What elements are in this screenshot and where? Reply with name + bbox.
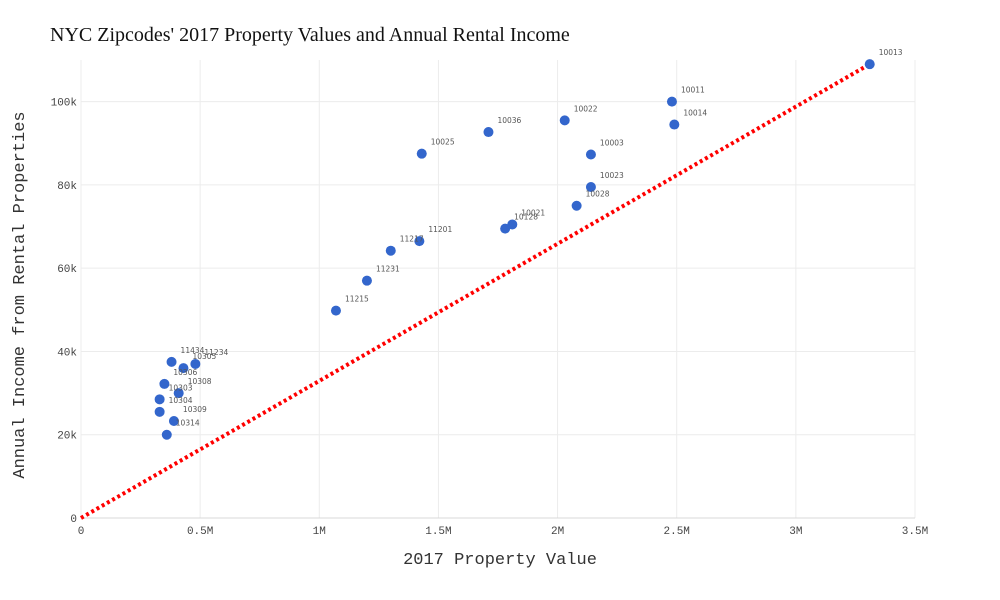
data-point-label: 10036 xyxy=(497,116,521,125)
y-axis-title: Annual Income from Rental Properties xyxy=(11,111,30,478)
data-point-label: 10314 xyxy=(176,419,200,428)
data-point xyxy=(330,305,341,316)
reference-line xyxy=(80,62,871,520)
data-point xyxy=(154,394,165,405)
data-point xyxy=(585,181,596,192)
data-point-label: 11201 xyxy=(428,225,452,234)
data-point-label: 10309 xyxy=(183,405,207,414)
data-point-label: 11215 xyxy=(345,295,369,304)
gridlines xyxy=(80,60,916,519)
y-tick-label: 80k xyxy=(57,181,77,193)
data-point-label: 10022 xyxy=(574,104,598,113)
data-point xyxy=(414,236,425,247)
data-point-label: 10304 xyxy=(169,396,193,405)
data-point xyxy=(669,119,680,130)
data-point xyxy=(178,363,189,374)
data-point-label: 10306 xyxy=(173,368,197,377)
point-labels: 10013 10011 10014 10022 10036 10025 10003 10023… xyxy=(169,48,903,428)
x-tick-label: 0.5M xyxy=(187,526,213,538)
data-point xyxy=(500,223,511,234)
x-tick-label: 2.5M xyxy=(664,526,690,538)
data-point xyxy=(571,200,582,211)
chart-title: NYC Zipcodes' 2017 Property Values and A… xyxy=(50,24,570,46)
data-point-label: 10014 xyxy=(683,109,707,118)
data-point-label: 10303 xyxy=(169,383,193,392)
data-point xyxy=(385,245,396,256)
x-tick-label: 3.5M xyxy=(902,526,928,538)
x-tick-label: 3M xyxy=(789,526,802,538)
data-point-label: 10305 xyxy=(192,352,216,361)
x-tick-label: 1.5M xyxy=(425,526,451,538)
data-point xyxy=(585,149,596,160)
data-point xyxy=(190,358,201,369)
data-point-label: 10021 xyxy=(521,208,545,217)
x-tick-label: 1M xyxy=(313,526,326,538)
data-point xyxy=(666,96,677,107)
data-point xyxy=(159,378,170,389)
x-axis-title: 2017 Property Value xyxy=(403,551,597,570)
y-tick-label: 60k xyxy=(57,264,77,276)
x-axis-ticks: 0 0.5M 1M 1.5M 2M 2.5M 3M 3.5M xyxy=(78,526,929,538)
data-point-label: 10013 xyxy=(879,48,903,57)
x-tick-label: 2M xyxy=(551,526,564,538)
data-point-label: 10003 xyxy=(600,139,624,148)
data-point xyxy=(173,388,184,399)
data-point-label: 10028 xyxy=(586,190,610,199)
data-point-label: 10308 xyxy=(188,377,212,386)
data-point-label: 10011 xyxy=(681,86,705,95)
data-point xyxy=(416,148,427,159)
data-point xyxy=(864,59,875,70)
y-tick-label: 100k xyxy=(51,98,78,110)
data-point-label: 10128 xyxy=(514,213,538,222)
data-point xyxy=(166,356,177,367)
data-points xyxy=(154,59,875,440)
data-point xyxy=(559,115,570,126)
data-point xyxy=(483,127,494,138)
data-point xyxy=(161,429,172,440)
data-point-label: 10023 xyxy=(600,171,624,180)
x-tick-label: 0 xyxy=(78,526,85,538)
data-point xyxy=(168,415,179,426)
y-axis-ticks: 0 20k 40k 60k 80k 100k xyxy=(51,98,78,526)
data-point-label: 11434 xyxy=(181,346,205,355)
data-point-label: 11231 xyxy=(376,265,400,274)
data-point-label: 10025 xyxy=(431,138,455,147)
y-tick-label: 40k xyxy=(57,347,77,359)
y-tick-label: 20k xyxy=(57,431,77,443)
data-point xyxy=(361,275,372,286)
data-point xyxy=(154,406,165,417)
data-point-label: 11234 xyxy=(204,348,228,357)
y-tick-label: 0 xyxy=(70,514,77,526)
data-point-label: 11217 xyxy=(400,235,424,244)
